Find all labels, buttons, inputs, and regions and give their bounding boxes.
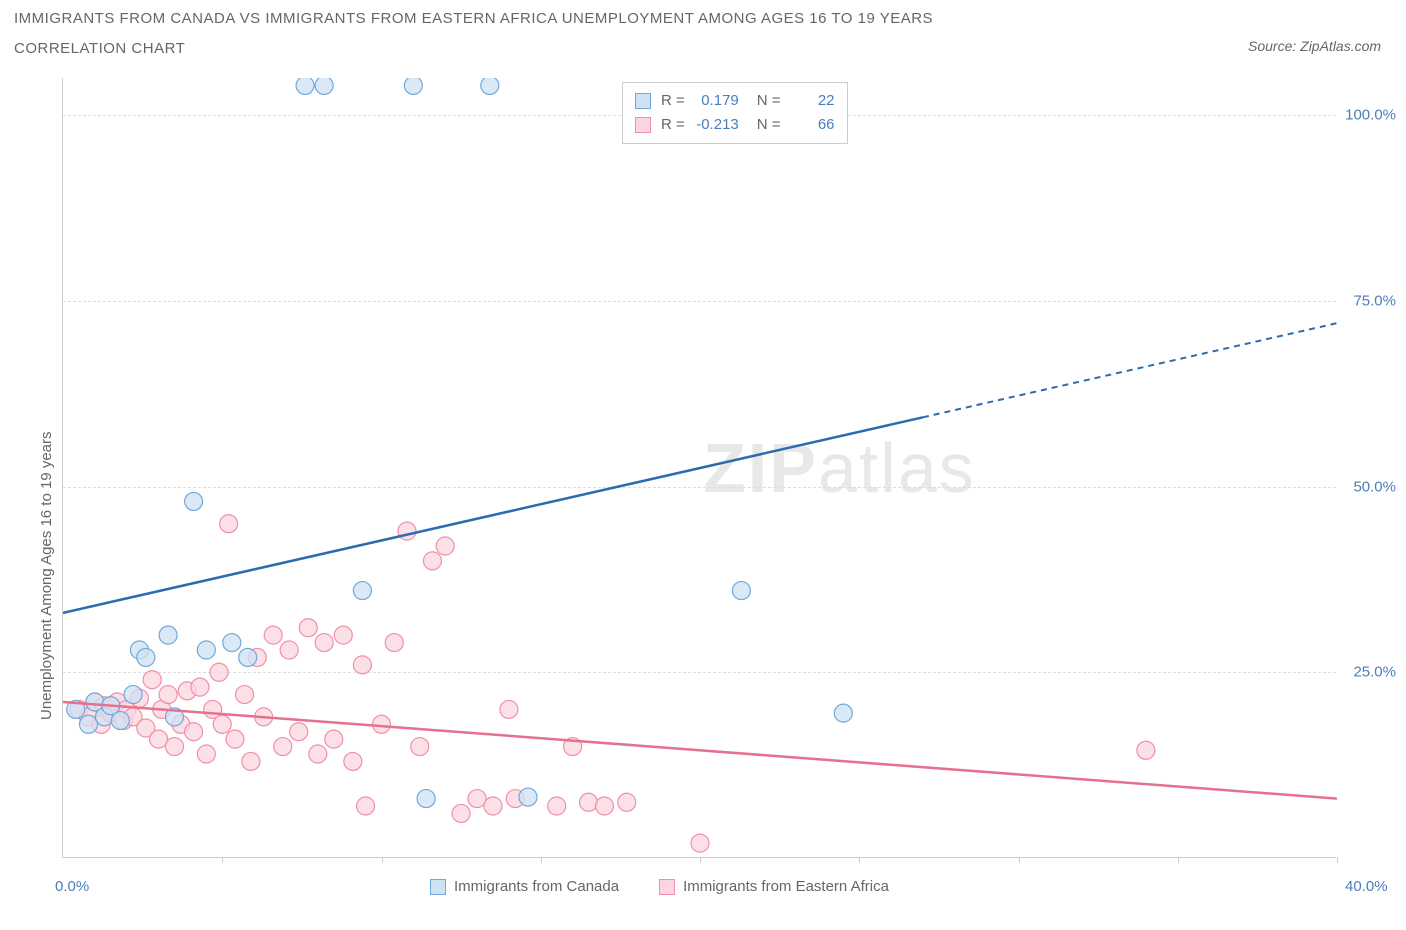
data-point <box>111 712 129 730</box>
data-point <box>548 797 566 815</box>
data-point <box>236 686 254 704</box>
data-point <box>280 641 298 659</box>
data-point <box>481 78 499 94</box>
data-point <box>220 515 238 533</box>
data-point <box>185 492 203 510</box>
data-point <box>299 619 317 637</box>
data-point <box>385 634 403 652</box>
data-point <box>373 715 391 733</box>
data-point <box>834 704 852 722</box>
y-tick-label: 25.0% <box>1353 664 1396 681</box>
data-point <box>417 790 435 808</box>
data-point <box>398 522 416 540</box>
data-point <box>159 626 177 644</box>
stats-legend-box: R = 0.179 N = 22 R = -0.213 N = 66 <box>622 82 848 144</box>
trend-line-dashed <box>923 323 1337 417</box>
data-point <box>213 715 231 733</box>
legend-swatch <box>659 879 675 895</box>
data-point <box>79 715 97 733</box>
data-point <box>357 797 375 815</box>
data-point <box>191 678 209 696</box>
data-point <box>150 730 168 748</box>
stats-swatch <box>635 117 651 133</box>
stats-r-value: 0.179 <box>695 89 739 113</box>
data-point <box>1137 741 1155 759</box>
data-point <box>315 78 333 94</box>
data-point <box>143 671 161 689</box>
data-point <box>226 730 244 748</box>
data-point <box>210 663 228 681</box>
data-point <box>691 834 709 852</box>
stats-swatch <box>635 93 651 109</box>
scatter-svg <box>63 78 1337 858</box>
data-point <box>264 626 282 644</box>
data-point <box>334 626 352 644</box>
data-point <box>484 797 502 815</box>
legend-label: Immigrants from Eastern Africa <box>683 878 889 895</box>
data-point <box>344 752 362 770</box>
data-point <box>500 700 518 718</box>
data-point <box>239 648 257 666</box>
data-point <box>165 738 183 756</box>
data-point <box>325 730 343 748</box>
data-point <box>159 686 177 704</box>
y-tick-label: 75.0% <box>1353 292 1396 309</box>
data-point <box>197 745 215 763</box>
legend-swatch <box>430 879 446 895</box>
data-point <box>353 582 371 600</box>
data-point <box>468 790 486 808</box>
data-point <box>732 582 750 600</box>
data-point <box>274 738 292 756</box>
x-tick <box>1337 857 1338 863</box>
data-point <box>290 723 308 741</box>
data-point <box>519 788 537 806</box>
x-axis-max-label: 40.0% <box>1345 878 1388 895</box>
data-point <box>124 686 142 704</box>
stats-n-value: 22 <box>791 89 835 113</box>
stats-n-label: N = <box>757 89 781 113</box>
y-tick-label: 100.0% <box>1345 107 1396 124</box>
chart-title-line-1: IMMIGRANTS FROM CANADA VS IMMIGRANTS FRO… <box>14 10 933 27</box>
data-point <box>315 634 333 652</box>
stats-r-label: R = <box>661 89 685 113</box>
source-prefix: Source: <box>1248 38 1300 54</box>
stats-n-value: 66 <box>791 113 835 137</box>
legend-item: Immigrants from Canada <box>430 878 619 895</box>
data-point <box>411 738 429 756</box>
legend-bottom: Immigrants from Canada Immigrants from Ea… <box>430 878 889 895</box>
data-point <box>353 656 371 674</box>
data-point <box>137 648 155 666</box>
data-point <box>309 745 327 763</box>
stats-row: R = 0.179 N = 22 <box>635 89 835 113</box>
data-point <box>452 804 470 822</box>
data-point <box>618 793 636 811</box>
data-point <box>242 752 260 770</box>
stats-r-value: -0.213 <box>695 113 739 137</box>
data-point <box>580 793 598 811</box>
source-name: ZipAtlas.com <box>1300 38 1381 54</box>
data-point <box>436 537 454 555</box>
stats-r-label: R = <box>661 113 685 137</box>
y-tick-label: 50.0% <box>1353 478 1396 495</box>
chart-title-line-2: CORRELATION CHART <box>14 40 185 57</box>
stats-n-label: N = <box>757 113 781 137</box>
data-point <box>423 552 441 570</box>
y-axis-label: Unemployment Among Ages 16 to 19 years <box>38 431 55 720</box>
source-citation: Source: ZipAtlas.com <box>1248 38 1381 54</box>
data-point <box>223 634 241 652</box>
data-point <box>404 78 422 94</box>
data-point <box>185 723 203 741</box>
stats-row: R = -0.213 N = 66 <box>635 113 835 137</box>
data-point <box>595 797 613 815</box>
trend-line <box>63 417 923 613</box>
plot-area: ZIPatlas 25.0%50.0%75.0%100.0% <box>62 78 1336 858</box>
data-point <box>296 78 314 94</box>
legend-label: Immigrants from Canada <box>454 878 619 895</box>
legend-item: Immigrants from Eastern Africa <box>659 878 889 895</box>
x-axis-min-label: 0.0% <box>55 878 89 895</box>
data-point <box>197 641 215 659</box>
